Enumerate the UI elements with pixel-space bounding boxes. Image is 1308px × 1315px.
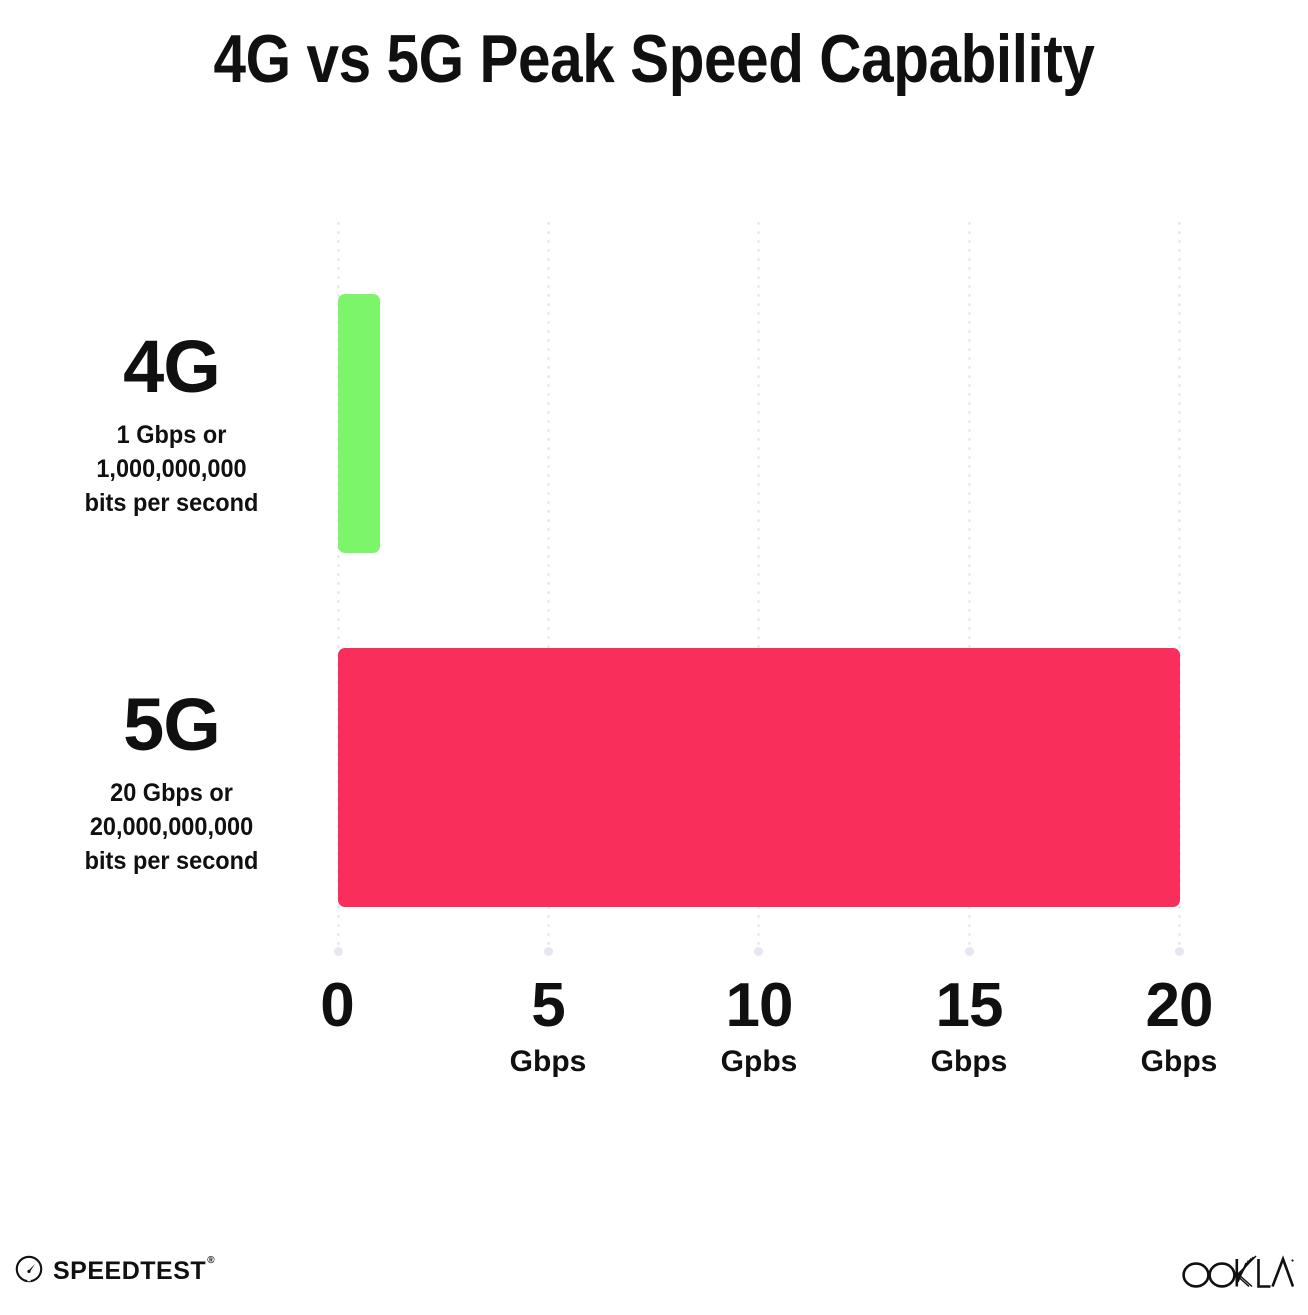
gridline-end-dot: [754, 947, 763, 956]
x-tick-10-number: 10: [725, 971, 794, 1040]
x-tick-5-unit: Gbps: [509, 1045, 587, 1078]
gridline-10: [754, 222, 763, 956]
x-tick-0-number: 0: [320, 971, 354, 1040]
series-detail-5g-line1: 20 Gbps or: [110, 779, 233, 807]
gridline-20: [1175, 222, 1184, 956]
ookla-wordmark-graphic: [1182, 1254, 1295, 1297]
series-detail-5g-line2: 20,000,000,000: [89, 813, 254, 841]
x-tick-20-number: 20: [1145, 971, 1214, 1040]
x-tick-5-number: 5: [531, 971, 565, 1040]
series-label-4g: 4G 1 Gbps or 1,000,000,000 bits per seco…: [30, 330, 313, 520]
x-tick-10-unit: Gpbs: [720, 1045, 798, 1078]
speedtest-wordmark-text: SPEEDTEST: [53, 1257, 207, 1285]
footer: SPEEDTEST ®: [0, 1248, 1308, 1306]
gridline-end-dot: [544, 947, 553, 956]
gridline-end-dot: [965, 947, 974, 956]
x-tick-15-unit: Gbps: [930, 1045, 1008, 1078]
x-tick-15-number: 15: [935, 971, 1004, 1040]
x-tick-0: 0: [252, 975, 422, 1045]
x-tick-20: 20 Gbps: [1094, 975, 1264, 1079]
series-label-5g: 5G 20 Gbps or 20,000,000,000 bits per se…: [30, 688, 313, 878]
series-detail-4g-line3: bits per second: [84, 489, 259, 517]
gridline-15: [965, 222, 974, 956]
gridline-end-dot: [334, 947, 343, 956]
series-detail-5g: 20 Gbps or 20,000,000,000 bits per secon…: [38, 776, 304, 878]
x-tick-10: 10 Gpbs: [674, 975, 844, 1079]
bar-4g: [338, 294, 381, 553]
registered-trademark-icon: ®: [207, 1255, 216, 1266]
series-detail-4g-line2: 1,000,000,000: [96, 455, 247, 483]
x-tick-15: 15 Gbps: [884, 975, 1054, 1079]
gridline-5: [544, 222, 553, 956]
series-detail-4g: 1 Gbps or 1,000,000,000 bits per second: [38, 418, 304, 520]
page-title: 4G vs 5G Peak Speed Capability: [213, 21, 1095, 97]
series-detail-5g-line3: bits per second: [84, 847, 259, 875]
series-detail-4g-line1: 1 Gbps or: [116, 421, 227, 449]
speedtest-wordmark: SPEEDTEST ®: [53, 1255, 215, 1286]
speedometer-icon: [14, 1254, 44, 1289]
x-tick-20-unit: Gbps: [1140, 1045, 1218, 1078]
speedtest-logo: SPEEDTEST ®: [14, 1254, 215, 1289]
gridline-0: [334, 222, 343, 956]
series-name-4g: 4G: [123, 325, 221, 408]
series-name-5g: 5G: [123, 683, 221, 766]
gridline-end-dot: [1175, 947, 1184, 956]
bar-5g: [338, 648, 1180, 907]
ookla-logo: [1182, 1254, 1295, 1297]
x-tick-5: 5 Gbps: [463, 975, 633, 1079]
